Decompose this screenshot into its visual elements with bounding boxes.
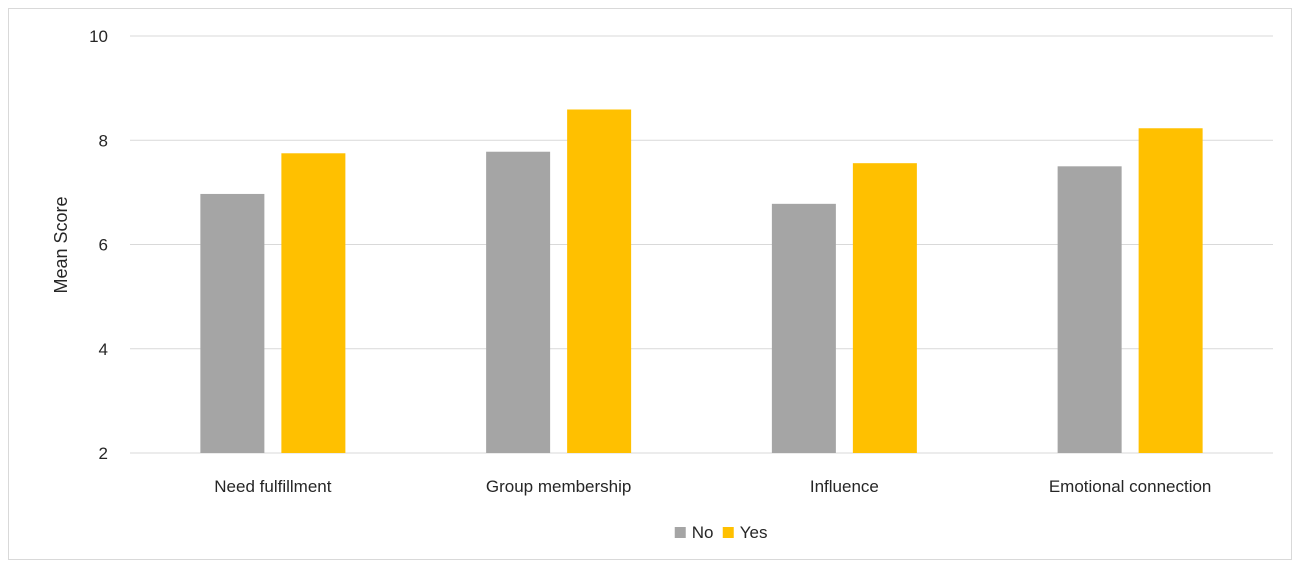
x-category-label-0: Need fulfillment (214, 477, 331, 496)
bar-yes-3 (1138, 128, 1203, 454)
legend: No Yes (674, 523, 768, 542)
y-axis-ticks: 2 4 6 8 10 (89, 27, 108, 463)
legend-swatch-no (674, 527, 686, 538)
bar-yes-0 (281, 153, 346, 453)
x-category-label-1: Group membership (486, 477, 632, 496)
y-tick-label-0: 2 (99, 444, 108, 463)
legend-swatch-yes (722, 527, 734, 538)
bar-no-3 (1057, 166, 1122, 453)
y-axis-label: Mean Score (51, 196, 71, 293)
bar-yes-2 (852, 163, 917, 453)
legend-label-yes: Yes (740, 523, 768, 542)
x-category-label-3: Emotional connection (1049, 477, 1212, 496)
x-axis-categories: Need fulfillment Group membership Influenc… (214, 477, 1211, 496)
x-category-label-2: Influence (810, 477, 879, 496)
y-tick-label-2: 6 (99, 236, 108, 255)
y-tick-label-4: 10 (89, 27, 108, 46)
y-tick-label-3: 8 (99, 131, 108, 150)
bar-yes-1 (567, 109, 632, 453)
bars (200, 109, 1203, 454)
bar-no-1 (486, 151, 551, 453)
legend-label-no: No (692, 523, 714, 542)
bar-no-0 (200, 193, 265, 453)
y-tick-label-1: 4 (99, 340, 108, 359)
bar-no-2 (771, 203, 836, 453)
